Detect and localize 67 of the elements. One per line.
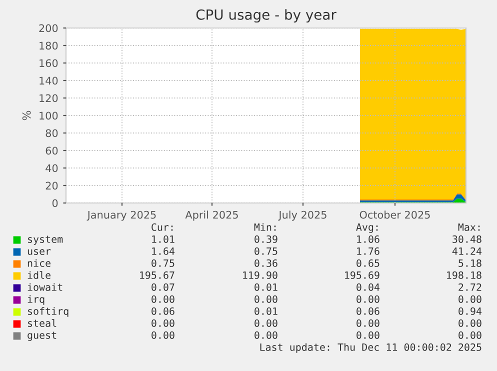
text: Cur: [152, 223, 173, 231]
text: Avg: [356, 223, 378, 233]
text: 1.06 [357, 235, 380, 243]
x-tick-label: January 2025 [86, 210, 156, 221]
y-tick-label: 60 [46, 146, 58, 155]
text: 2.72 [458, 283, 482, 291]
text: 1.01 [152, 235, 174, 243]
y-tick-label: 120 [40, 94, 58, 102]
text: 0.01 [254, 283, 278, 291]
text: 0.00 [356, 295, 380, 303]
text: 0.00 [458, 319, 482, 327]
legend-label: nice [28, 259, 50, 267]
text: 0.06 [152, 307, 174, 315]
y-tick-label: 140 [40, 76, 58, 85]
text: 195.67 [140, 271, 174, 279]
legend-label: system [28, 236, 63, 245]
text: 0.01 [254, 307, 278, 315]
text: 0.06 [356, 307, 380, 315]
y-tick-label: 0 [52, 199, 58, 208]
text: 0.75 [254, 247, 278, 255]
text: 198.18 [447, 271, 482, 279]
text: 0.00 [458, 295, 482, 303]
text: Last update: Thu Dec 11 00:00:02 2025 [260, 343, 482, 353]
y-tick-label: 40 [46, 164, 58, 172]
legend-label: guest [28, 332, 56, 341]
text: 0.00 [458, 331, 482, 339]
legend-label: steal [28, 319, 56, 327]
text: 41.24 [452, 247, 482, 255]
y-tick-label: 160 [40, 59, 58, 68]
text: 0.00 [152, 295, 174, 303]
legend-label: irq [28, 295, 44, 305]
y-tick-label: 80 [46, 129, 58, 138]
text: 119.90 [243, 271, 278, 279]
y-tick-label: 100 [40, 112, 58, 120]
legend-label: iowait [28, 283, 62, 291]
text: 0.00 [152, 331, 174, 339]
text: 5.18 [458, 259, 482, 267]
text: 0.04 [356, 283, 380, 291]
legend-label: user [28, 249, 51, 255]
text: 30.48 [452, 235, 482, 243]
text: Min: [254, 223, 276, 231]
y-tick-label: 20 [46, 182, 58, 190]
text: 0.07 [152, 283, 174, 291]
text: 0.00 [152, 319, 174, 327]
chart-title: CPU usage - by year [196, 9, 336, 23]
text: 0.39 [254, 235, 278, 243]
legend-label: idle [28, 271, 50, 279]
text: Max: [458, 223, 480, 231]
text: 0.00 [356, 319, 380, 327]
text: 0.00 [254, 319, 278, 327]
legend-label: softirq [28, 307, 68, 317]
text: 1.64 [152, 247, 175, 255]
x-tick-label: April 2025 [185, 210, 238, 221]
text: 0.65 [356, 259, 380, 267]
text: 0.94 [458, 307, 482, 315]
x-tick-label: July 2025 [278, 210, 326, 221]
text: 0.00 [254, 331, 278, 339]
text: 1.76 [357, 247, 380, 255]
text: 0.75 [152, 259, 174, 267]
text: 195.69 [345, 271, 380, 279]
x-tick-label: October 2025 [360, 210, 430, 219]
text: 0.00 [356, 331, 380, 339]
text: 0.00 [254, 295, 278, 303]
y-tick-label: 180 [40, 42, 58, 50]
y-tick-label: 200 [39, 24, 58, 32]
text: 0.36 [254, 259, 278, 267]
y-axis-title: % [22, 110, 31, 120]
